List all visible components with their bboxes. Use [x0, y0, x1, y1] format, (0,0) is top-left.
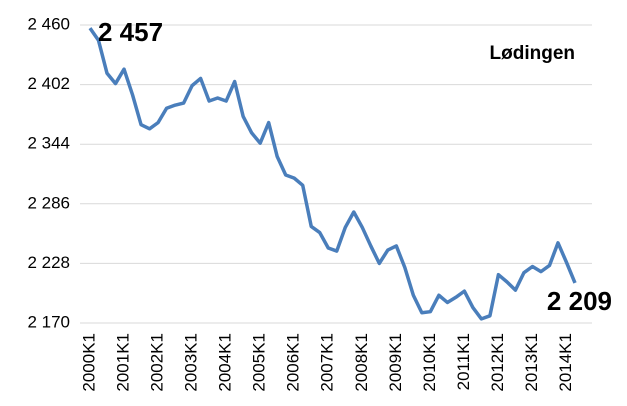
- x-tick-label: 2002K1: [148, 333, 167, 392]
- x-tick-label: 2001K1: [114, 333, 133, 392]
- x-tick-label: 2013K1: [522, 333, 541, 392]
- x-tick-label: 2000K1: [79, 333, 98, 392]
- x-tick-label: 2011K1: [454, 333, 473, 390]
- x-tick-label: 2010K1: [420, 333, 439, 392]
- chart-title: Lødingen: [490, 43, 575, 64]
- y-tick-label: 2 344: [27, 134, 70, 153]
- series-line: [88, 27, 577, 321]
- x-tick-label: 2006K1: [284, 333, 303, 392]
- x-tick-label: 2012K1: [488, 333, 507, 392]
- y-tick-label: 2 170: [27, 312, 70, 331]
- y-tick-label: 2 286: [27, 193, 70, 212]
- x-tick-label: 2004K1: [216, 333, 235, 392]
- y-tick-label: 2 228: [27, 253, 70, 272]
- x-tick-label: 2005K1: [250, 333, 269, 392]
- y-tick-label: 2 460: [27, 14, 70, 33]
- data-label: 2 457: [98, 17, 163, 47]
- x-tick-label: 2014K1: [556, 333, 575, 392]
- x-tick-label: 2008K1: [352, 333, 371, 392]
- x-tick-label: 2007K1: [318, 333, 337, 392]
- x-tick-label: 2009K1: [386, 333, 405, 392]
- y-tick-label: 2 402: [27, 74, 70, 93]
- data-label: 2 209: [547, 286, 612, 316]
- x-tick-label: 2003K1: [182, 333, 201, 392]
